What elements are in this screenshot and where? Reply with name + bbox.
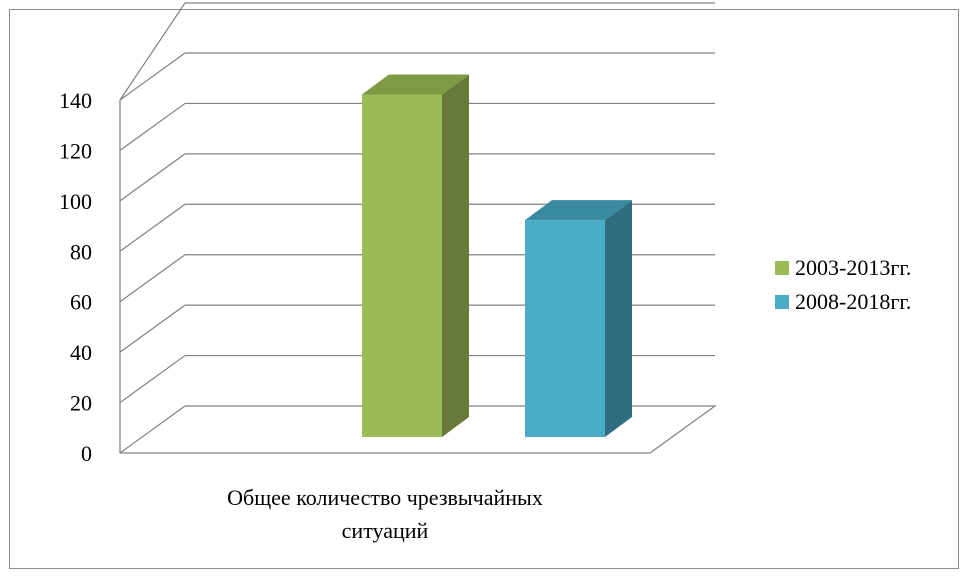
side-wall-gridline [119, 2, 186, 101]
bar [362, 94, 442, 437]
side-wall-gridline [119, 254, 186, 303]
legend-swatch [775, 261, 789, 275]
y-tick-label: 0 [81, 441, 92, 466]
bar-top [362, 74, 469, 95]
bar-side [442, 74, 469, 437]
y-tick-label: 140 [59, 88, 92, 113]
y-tick-label: 40 [70, 340, 92, 365]
category-label: Общее количество чрезвычайных [227, 485, 543, 510]
side-wall-gridline [119, 304, 186, 353]
y-tick-label: 20 [70, 391, 92, 416]
bar-top [525, 200, 632, 221]
chart-frame [9, 9, 959, 569]
y-tick-label: 60 [70, 290, 92, 315]
category-label: ситуаций [342, 518, 429, 543]
y-tick-label: 120 [59, 138, 92, 163]
y-tick-label: 80 [70, 239, 92, 264]
bar-side [605, 200, 632, 437]
legend-label: 2008-2018гг. [795, 289, 911, 314]
side-wall-gridline [119, 52, 186, 101]
legend-label: 2003-2013гг. [795, 255, 911, 280]
side-wall-gridline [119, 355, 186, 404]
side-wall-gridline [119, 203, 186, 252]
side-wall-gridline [119, 153, 186, 202]
side-wall-gridline [119, 405, 186, 454]
legend-swatch [775, 295, 789, 309]
bar [525, 220, 605, 437]
y-tick-label: 100 [59, 189, 92, 214]
side-wall-gridline [119, 102, 186, 151]
